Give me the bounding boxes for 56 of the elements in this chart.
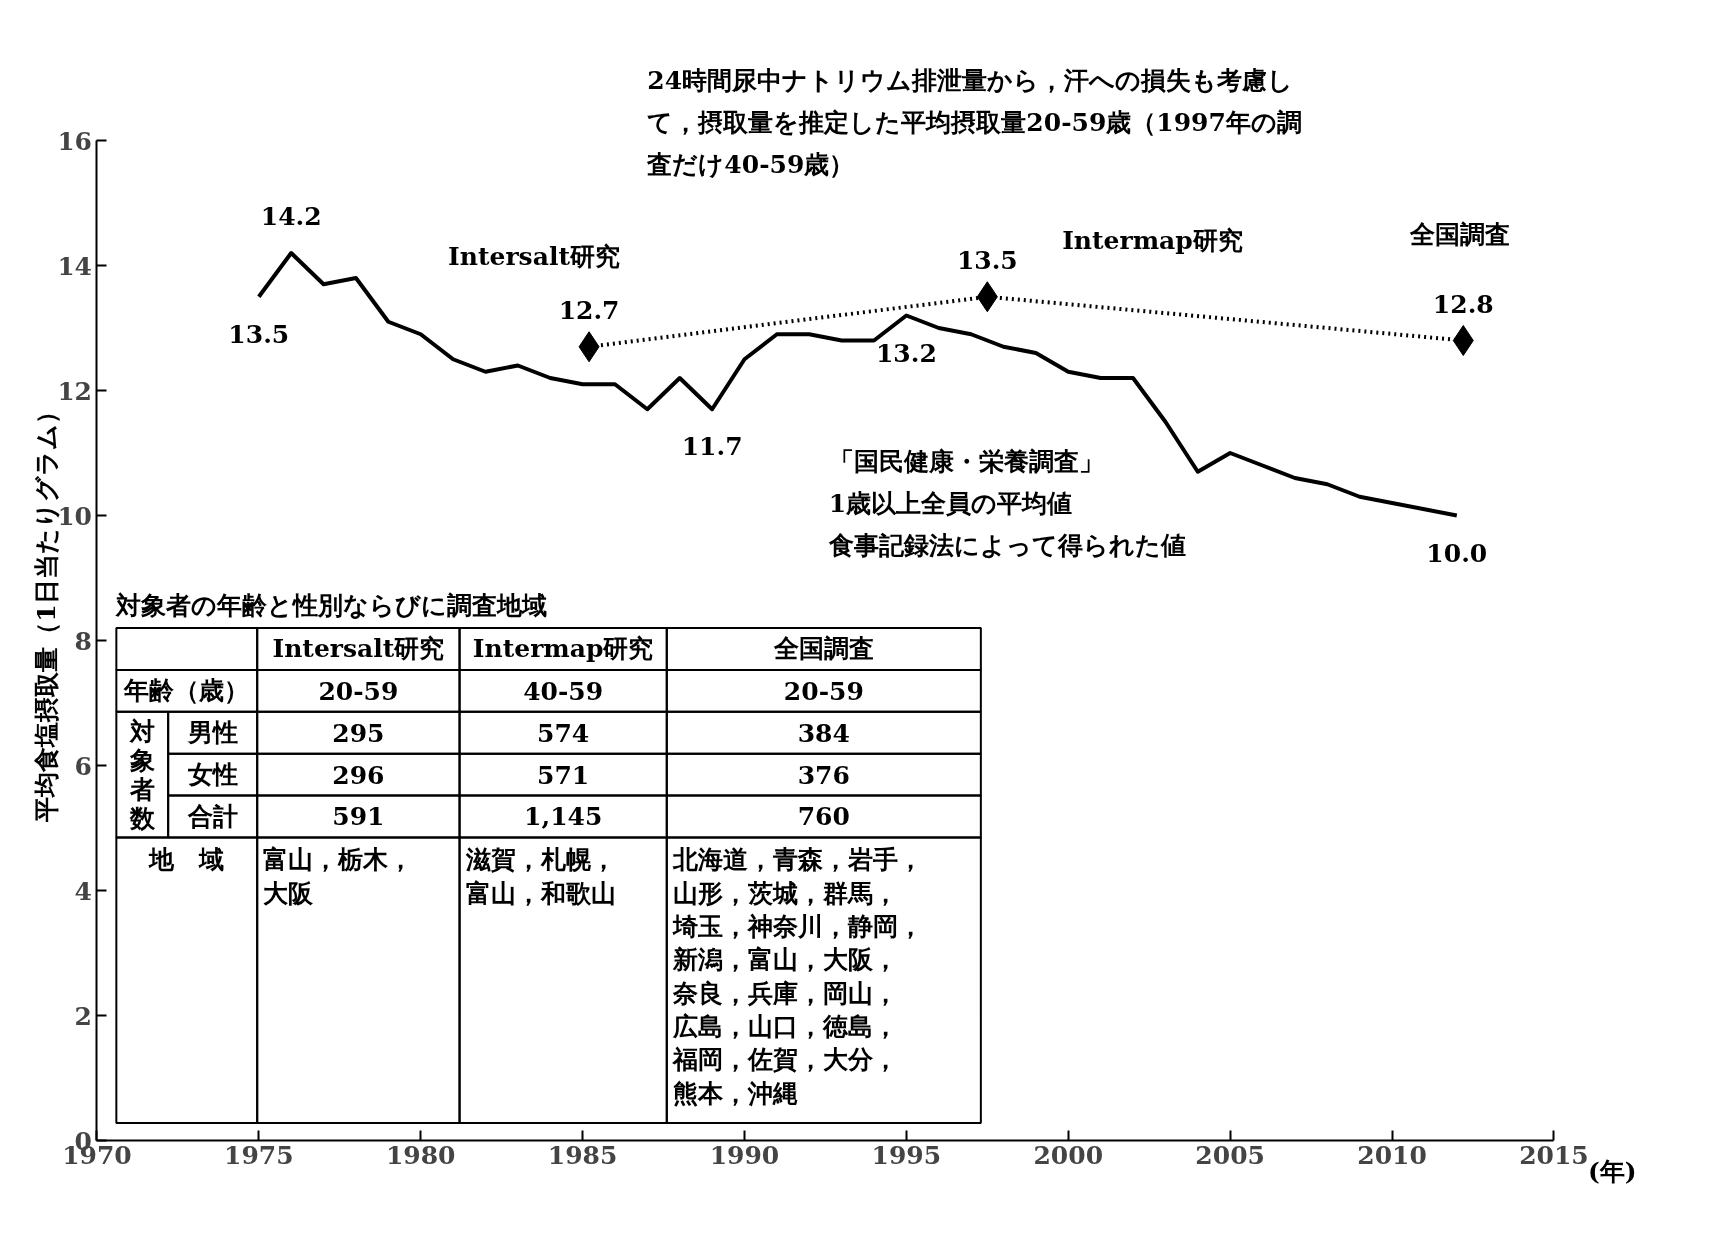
text: 滋賀，札幌，富山，和歌山	[465, 845, 616, 908]
text: 20-59	[318, 676, 399, 706]
text: 対象者の年齢と性別ならびに調査地域	[115, 591, 548, 620]
category-label: 女性	[187, 760, 238, 790]
x-tick-label: 1975	[224, 1140, 294, 1170]
x-axis-title: (年)	[1587, 1156, 1637, 1186]
data-label: 13.2	[875, 338, 937, 368]
text: 295	[332, 718, 385, 748]
text: 574	[537, 718, 590, 748]
text: 571	[537, 760, 590, 790]
x-tick-label: 1985	[547, 1140, 618, 1170]
annotation: Intermap研究	[1062, 226, 1243, 255]
x-tick-label: 2015	[1519, 1140, 1589, 1170]
annotation: 対象者数	[128, 716, 156, 833]
y-tick-label: 12	[57, 376, 92, 406]
y-tick-label: 2	[74, 1001, 92, 1031]
x-tick-label: 2010	[1357, 1140, 1427, 1170]
annotation: 「国民健康・栄養調査」1歳以上全員の平均値食事記録法によって得られた値	[827, 446, 1186, 560]
text: 富山，栃木，大阪	[263, 845, 414, 908]
data-label: 14.2	[260, 202, 322, 231]
text: 384	[797, 718, 850, 748]
y-tick-label: 14	[57, 251, 92, 281]
text: 296	[332, 760, 385, 790]
category-label: Intermap研究	[472, 634, 654, 664]
x-tick-label: 2000	[1033, 1140, 1104, 1170]
category-label: Intersalt研究	[272, 634, 445, 664]
annotation: 24時間尿中ナトリウム排泄量から，汗への損失も考慮して，摂取量を推定した平均摂取量20-59歳（1997年の調査だけ40-59歳）	[646, 65, 1302, 179]
text: 760	[797, 802, 850, 832]
annotation: Intersalt研究	[448, 241, 620, 271]
data-label: 10.0	[1426, 538, 1488, 568]
x-tick-label: 2005	[1195, 1140, 1265, 1170]
text: 20-59	[783, 676, 864, 706]
category-label: 地 域	[149, 845, 225, 875]
x-tick-label: 1990	[709, 1140, 780, 1170]
data-label: 12.8	[1432, 289, 1494, 319]
y-tick-label: 4	[74, 876, 92, 906]
text: 40-59	[523, 676, 604, 706]
text: 北海道，青森，岩手，山形，茨城，群馬，埼玉，神奈川，静岡，新潟，富山，大阪，奈良，兵庫，岡山，広島，山口，徳島，福岡，佐賀，大分，熊本，沖縄	[672, 845, 923, 1108]
y-tick-label: 6	[74, 751, 92, 781]
category-label: 年齢（歳）	[124, 676, 250, 706]
y-tick-label: 16	[57, 126, 92, 156]
point	[1452, 325, 1474, 356]
text: 376	[797, 760, 850, 790]
category-label: 男性	[187, 718, 238, 748]
y-tick-label: 8	[74, 626, 92, 656]
data-label: 13.5	[228, 319, 290, 349]
annotation: 全国調査	[1409, 219, 1511, 249]
x-tick-label: 1980	[385, 1140, 456, 1170]
data-label: 12.7	[558, 295, 620, 325]
x-tick-label: 1995	[871, 1140, 942, 1170]
text: 591	[332, 802, 385, 832]
category-label: 合計	[187, 801, 238, 831]
text: 1,145	[524, 802, 603, 832]
data-label: 13.5	[956, 245, 1018, 275]
data-label: 11.7	[681, 432, 743, 462]
category-label: 全国調査	[772, 634, 874, 664]
